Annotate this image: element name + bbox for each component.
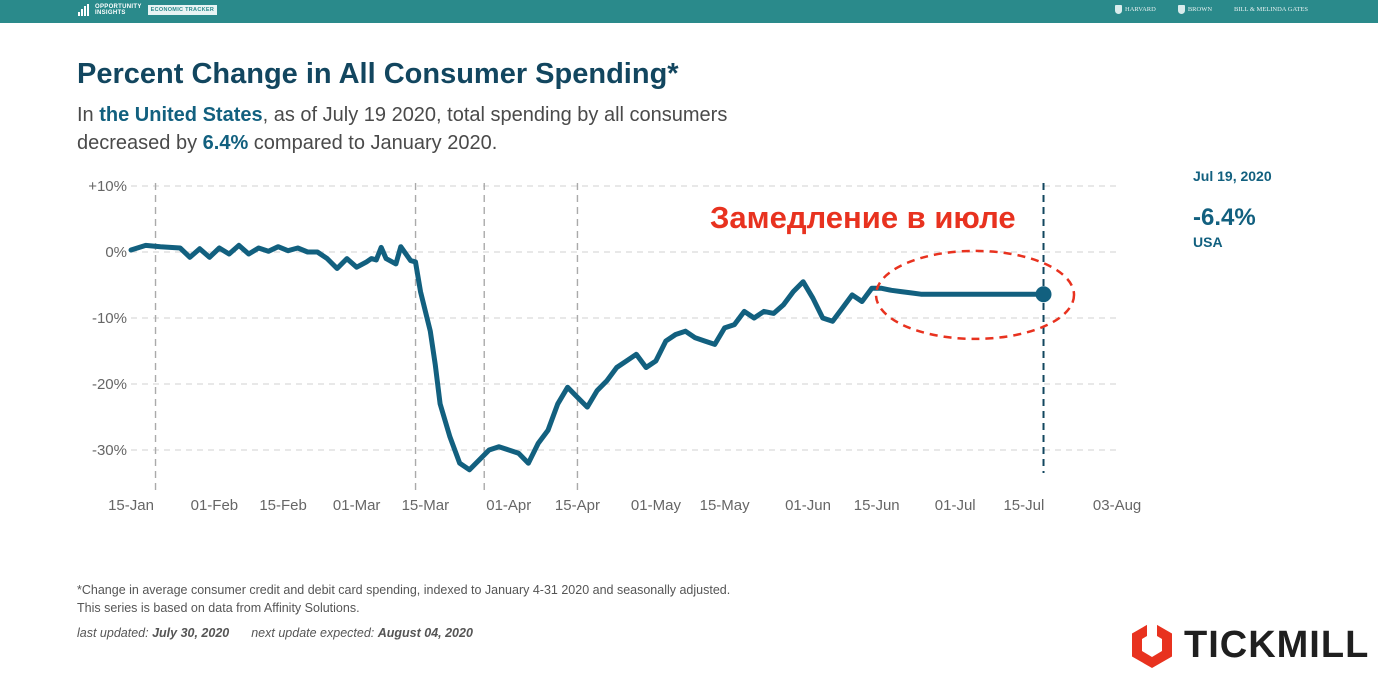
subtitle-region[interactable]: the United States <box>99 104 263 126</box>
latest-value-point[interactable] <box>1035 286 1052 303</box>
partner-gates-label: BILL & MELINDA GATES <box>1234 5 1308 13</box>
brand-text: OPPORTUNITY INSIGHTS <box>95 4 142 16</box>
next-update-label: next update expected: <box>251 626 375 640</box>
chart-vertical-markers <box>154 183 1045 490</box>
x-tick-label: 01-Jul <box>935 497 976 514</box>
footnote-line2: This series is based on data from Affini… <box>77 600 360 615</box>
harvard-shield-icon <box>1115 5 1123 14</box>
value-readout: Jul 19, 2020 -6.4% USA <box>1193 168 1272 250</box>
opportunity-insights-logo[interactable]: OPPORTUNITY INSIGHTS ECONOMIC TRACKER <box>78 4 218 16</box>
footnote: *Change in average consumer credit and d… <box>77 582 730 617</box>
chart-series <box>128 242 1052 473</box>
subtitle-part1: In <box>77 104 100 126</box>
partner-harvard[interactable]: HARVARD <box>1115 5 1156 14</box>
x-tick-label: 01-May <box>631 497 682 514</box>
x-tick-label: 01-Feb <box>191 497 239 514</box>
x-tick-label: 15-Jan <box>108 497 154 514</box>
brand-line2: INSIGHTS <box>95 10 126 16</box>
subtitle-value: 6.4% <box>202 132 249 154</box>
bar-chart-icon <box>78 4 89 16</box>
footnote-line1: *Change in average consumer credit and d… <box>77 583 731 597</box>
tickmill-wordmark: TICKMILL <box>1184 623 1370 666</box>
x-tick-label: 15-Mar <box>402 497 450 514</box>
partner-harvard-label: HARVARD <box>1125 5 1156 13</box>
subtitle-part2: , as of July 19 2020, total spending by … <box>77 104 728 154</box>
spending-series-line <box>128 242 1046 473</box>
next-update-value: August 04, 2020 <box>377 626 473 640</box>
x-tick-label: 15-Feb <box>259 497 307 514</box>
top-bar: OPPORTUNITY INSIGHTS ECONOMIC TRACKER HA… <box>0 0 1378 23</box>
tickmill-logo[interactable]: TICKMILL <box>1130 620 1369 670</box>
x-tick-label: 15-Jul <box>1003 497 1044 514</box>
partner-gates[interactable]: BILL & MELINDA GATES <box>1234 5 1308 13</box>
partner-brown-label: BROWN <box>1187 5 1213 13</box>
readout-value: -6.4% <box>1193 204 1256 231</box>
last-updated-value: July 30, 2020 <box>152 626 230 640</box>
chart-y-axis: +10% 0% -10% -20% -30% <box>88 178 127 459</box>
y-tick-label: -20% <box>92 376 127 393</box>
highlight-ellipse <box>874 249 1076 341</box>
page-title: Percent Change in All Consumer Spending* <box>77 58 679 90</box>
brand-tag: ECONOMIC TRACKER <box>147 5 218 15</box>
y-tick-label: 0% <box>105 244 127 261</box>
x-tick-label: 01-Jun <box>785 497 831 514</box>
brown-shield-icon <box>1177 5 1185 14</box>
page-subtitle: In the United States, as of July 19 2020… <box>77 101 777 157</box>
chart-highlight <box>874 249 1076 341</box>
x-tick-label: 15-May <box>700 497 751 514</box>
brand-line1: OPPORTUNITY <box>95 4 142 10</box>
tickmill-hexagon-icon <box>1132 620 1172 668</box>
readout-date: Jul 19, 2020 <box>1193 168 1272 184</box>
readout-region: USA <box>1193 234 1223 250</box>
x-tick-label: 01-Apr <box>486 497 531 514</box>
y-tick-label: -30% <box>92 442 127 459</box>
chart-annotation: Замедление в июле <box>710 200 1016 235</box>
partner-logos: HARVARD BROWN BILL & MELINDA GATES <box>1115 5 1308 14</box>
y-tick-label: -10% <box>92 310 127 327</box>
spending-line-chart[interactable]: +10% 0% -10% -20% -30% 15-Jan 01-Feb 15-Feb 01-… <box>0 160 1378 530</box>
x-tick-label: 15-Apr <box>555 497 600 514</box>
chart-x-axis: 15-Jan 01-Feb 15-Feb 01-Mar 15-Mar 01-Apr 15-A… <box>108 497 1141 514</box>
x-tick-label: 01-Mar <box>333 497 381 514</box>
last-updated-label: last updated: <box>77 626 149 640</box>
y-tick-label: +10% <box>88 178 127 195</box>
x-tick-label: 15-Jun <box>854 497 900 514</box>
subtitle-part3: compared to January 2020. <box>248 132 498 154</box>
update-info: last updated: July 30, 2020 next update e… <box>77 626 473 640</box>
partner-brown[interactable]: BROWN <box>1177 5 1213 14</box>
x-tick-label: 03-Aug <box>1093 497 1141 514</box>
